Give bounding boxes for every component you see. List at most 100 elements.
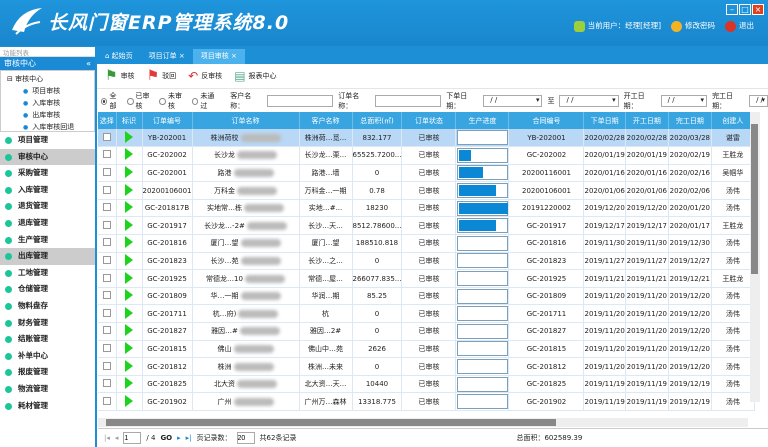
logout-link[interactable]: 退出 (725, 20, 754, 32)
tree-item[interactable]: 入库审核 (7, 97, 94, 109)
tree-item[interactable]: 出库审核 (7, 109, 94, 121)
menu-item[interactable]: 审核中心 (0, 148, 95, 166)
menu-item[interactable]: 生产管理 (0, 232, 95, 249)
table-row[interactable]: GC-201825 北大资 北大资…天... 10440 已审核 GC-2018… (98, 375, 755, 394)
menu-item[interactable]: 项目管理 (0, 132, 95, 149)
menu-item[interactable]: 出库管理 (0, 248, 95, 265)
column-header[interactable]: 总面积(㎡) (352, 112, 403, 129)
start-date-input[interactable]: / / (660, 95, 708, 107)
tree-root[interactable]: ⊟ 审核中心 (7, 75, 44, 83)
radio-unapproved[interactable]: 未审核 (159, 91, 186, 111)
tab-project-review[interactable]: 项目审核 × (192, 49, 245, 64)
radio-all[interactable]: 全部 (101, 91, 122, 111)
maximize-button[interactable]: □ (739, 4, 751, 15)
column-header[interactable]: 生产进度 (455, 112, 510, 129)
column-header[interactable]: 订单编号 (142, 112, 193, 129)
approve-button[interactable]: ⚑ 审核 (105, 68, 135, 84)
tab-home[interactable]: ⌂ 起始页 (105, 52, 133, 60)
row-checkbox[interactable] (102, 255, 111, 264)
column-header[interactable]: 完工日期 (668, 112, 712, 129)
menu-item[interactable]: 退库管理 (0, 215, 95, 232)
table-row[interactable]: GC-201809 华…一期 华润…期 85.25 已审核 GC-201809 … (98, 287, 755, 306)
table-row[interactable]: GC-201812 株洲 株洲…未来 0 已审核 GC-201812 2019/… (98, 357, 755, 376)
change-password-link[interactable]: 修改密码 (671, 20, 715, 32)
column-header[interactable]: 合同编号 (508, 112, 585, 129)
menu-item[interactable]: 物流管理 (0, 381, 95, 398)
menu-item[interactable]: 补单中心 (0, 348, 95, 365)
row-checkbox[interactable] (102, 343, 111, 352)
menu-item[interactable]: 物料盘存 (0, 298, 95, 315)
menu-item[interactable]: 报废管理 (0, 364, 95, 381)
table-row[interactable]: GC-201816 厦门…望 厦门…望 188510.818 已审核 GC-20… (98, 234, 755, 253)
first-page-button[interactable]: |◂ (104, 434, 110, 442)
table-row[interactable]: GC-202002 长沙龙 长沙龙…栗... 65525.7200... 已审核… (98, 146, 755, 165)
table-row[interactable]: GC-201823 长沙…苑 长沙…之... 0 已审核 GC-201823 2… (98, 252, 755, 271)
reject-button[interactable]: ⚑ 驳回 (146, 68, 177, 84)
table-row[interactable]: GC-201817B 实地常…栋 实地…#... 18230 已审核 20191… (98, 199, 755, 218)
vertical-scrollbar[interactable] (750, 112, 760, 402)
table-row[interactable]: GC-201827 雅因…# 雅因…2# 0 已审核 GC-201827 201… (98, 322, 755, 341)
table-row[interactable]: 20200106001 万科金 万科金…一期 0.78 已审核 20200106… (98, 181, 755, 200)
row-checkbox[interactable] (102, 326, 111, 335)
last-page-button[interactable]: ▸| (185, 434, 192, 442)
row-checkbox[interactable] (102, 185, 111, 194)
section-header[interactable]: 审核中心 « (0, 57, 95, 70)
row-checkbox[interactable] (102, 291, 111, 300)
row-checkbox[interactable] (102, 273, 111, 282)
page-input[interactable] (123, 432, 142, 444)
tree-item[interactable]: 项目审核 (7, 85, 94, 97)
menu-item[interactable]: 财务管理 (0, 315, 95, 332)
unapprove-button[interactable]: ↶ 反审核 (188, 69, 223, 83)
row-checkbox[interactable] (102, 203, 111, 212)
row-checkbox[interactable] (102, 132, 111, 141)
menu-item[interactable]: 工地管理 (0, 265, 95, 282)
table-row[interactable]: GC-201711 杭…府) 杭 0 已审核 GC-201711 2019/11… (98, 304, 755, 324)
order-date-from[interactable]: / / (483, 95, 543, 107)
row-checkbox[interactable] (102, 396, 111, 405)
table-row[interactable]: GC-201925 常德龙…10 常德…屋... 266077.835... 已… (98, 269, 755, 288)
menu-item[interactable]: 入库管理 (0, 182, 95, 199)
column-header[interactable]: 客户名称 (299, 112, 353, 129)
column-header[interactable]: 下单日期 (583, 112, 626, 129)
horizontal-scrollbar[interactable] (98, 418, 748, 427)
page-size-input[interactable] (236, 432, 255, 444)
next-page-button[interactable]: ▸ (177, 434, 181, 442)
tree-item[interactable]: 入库审核回退 (7, 121, 94, 133)
table-row[interactable]: GC-201815 佛山 佛山中…苑 2626 已审核 GC-201815 20… (98, 340, 755, 359)
column-header[interactable]: 订单状态 (401, 112, 457, 129)
menu-item[interactable]: 耗材管理 (0, 398, 95, 415)
radio-approved[interactable]: 已审核 (127, 91, 154, 111)
prev-page-button[interactable]: ◂ (114, 434, 119, 442)
row-checkbox[interactable] (102, 167, 111, 176)
column-header[interactable]: 选择 (98, 112, 117, 129)
order-name-input[interactable] (375, 95, 442, 107)
column-header[interactable]: 开工日期 (625, 112, 669, 129)
close-button[interactable]: × (752, 4, 764, 15)
tab-project-order[interactable]: 项目订单 × (148, 52, 185, 60)
order-date-to[interactable]: / / (559, 95, 619, 107)
menu-item[interactable]: 退货管理 (0, 198, 95, 215)
row-checkbox[interactable] (102, 220, 111, 229)
column-header[interactable]: 订单名称 (192, 112, 300, 129)
customer-input[interactable] (267, 95, 334, 107)
column-header[interactable]: 标识 (116, 112, 143, 129)
column-header[interactable]: 创建人 (711, 112, 755, 129)
radio-rejected[interactable]: 未通过 (191, 91, 219, 111)
table-row[interactable]: YB-202001 株洲荷校 株洲荷…觅... 832.177 已审核 YB-2… (98, 129, 755, 148)
menu-item[interactable]: 结账管理 (0, 331, 95, 348)
collapse-icon[interactable]: « (86, 59, 91, 68)
row-checkbox[interactable] (102, 150, 111, 159)
table-row[interactable]: GC-201917 长沙龙…-2# 长沙…天... 8512.78600... … (98, 216, 755, 236)
table-row[interactable]: GC-201902 广州 广州万…森林 13318.775 已审核 GC-201… (98, 392, 755, 411)
row-checkbox[interactable] (102, 361, 111, 370)
row-checkbox[interactable] (102, 238, 111, 247)
row-checkbox[interactable] (102, 308, 111, 317)
menu-item[interactable]: 采购管理 (0, 165, 95, 182)
row-checkbox[interactable] (102, 379, 111, 388)
finish-date-input[interactable]: / / (749, 95, 768, 107)
go-button[interactable]: GO (160, 434, 173, 442)
menu-item[interactable]: 仓储管理 (0, 281, 95, 298)
minimize-button[interactable]: – (726, 4, 738, 15)
report-center-button[interactable]: ▤ 报表中心 (234, 69, 277, 83)
table-row[interactable]: GC-202001 路港 路港…墙 0 已审核 20200116001 2020… (98, 164, 755, 183)
